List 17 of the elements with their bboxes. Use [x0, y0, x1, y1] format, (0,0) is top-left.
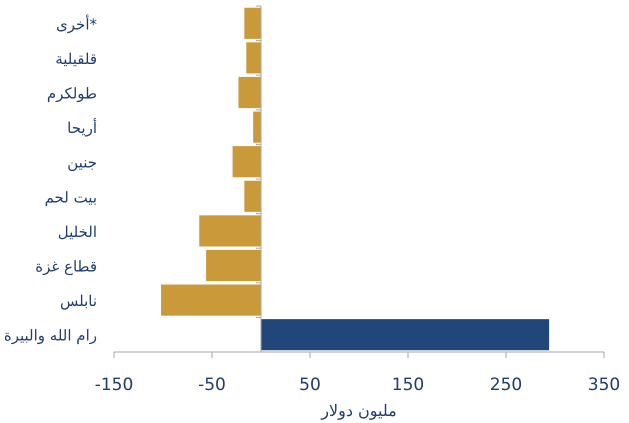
y-tick-label: أريحا: [67, 118, 97, 138]
x-tick-label: 350: [588, 375, 620, 395]
x-tick-label: 50: [299, 375, 321, 395]
y-tick-label: قلقيلية: [55, 50, 97, 68]
x-tick-label: -150: [94, 375, 134, 395]
y-tick-label: بيت لحم: [44, 188, 97, 206]
y-tick-label: قطاع غزة: [35, 258, 97, 276]
y-tick-label: رام الله والبيرة: [4, 326, 97, 345]
y-tick-label: طولكرم: [46, 84, 97, 102]
y-tick-label: جنين: [67, 154, 97, 172]
y-tick-label: نابلس: [60, 292, 97, 310]
x-tick-label: 150: [392, 375, 424, 395]
x-tick-label: -50: [198, 375, 226, 395]
y-tick-label: الخليل: [58, 222, 97, 241]
x-tick-label: 250: [490, 375, 522, 395]
y-tick-label: أخرى*: [56, 14, 98, 34]
x-axis-title: مليون دولار: [320, 401, 397, 420]
